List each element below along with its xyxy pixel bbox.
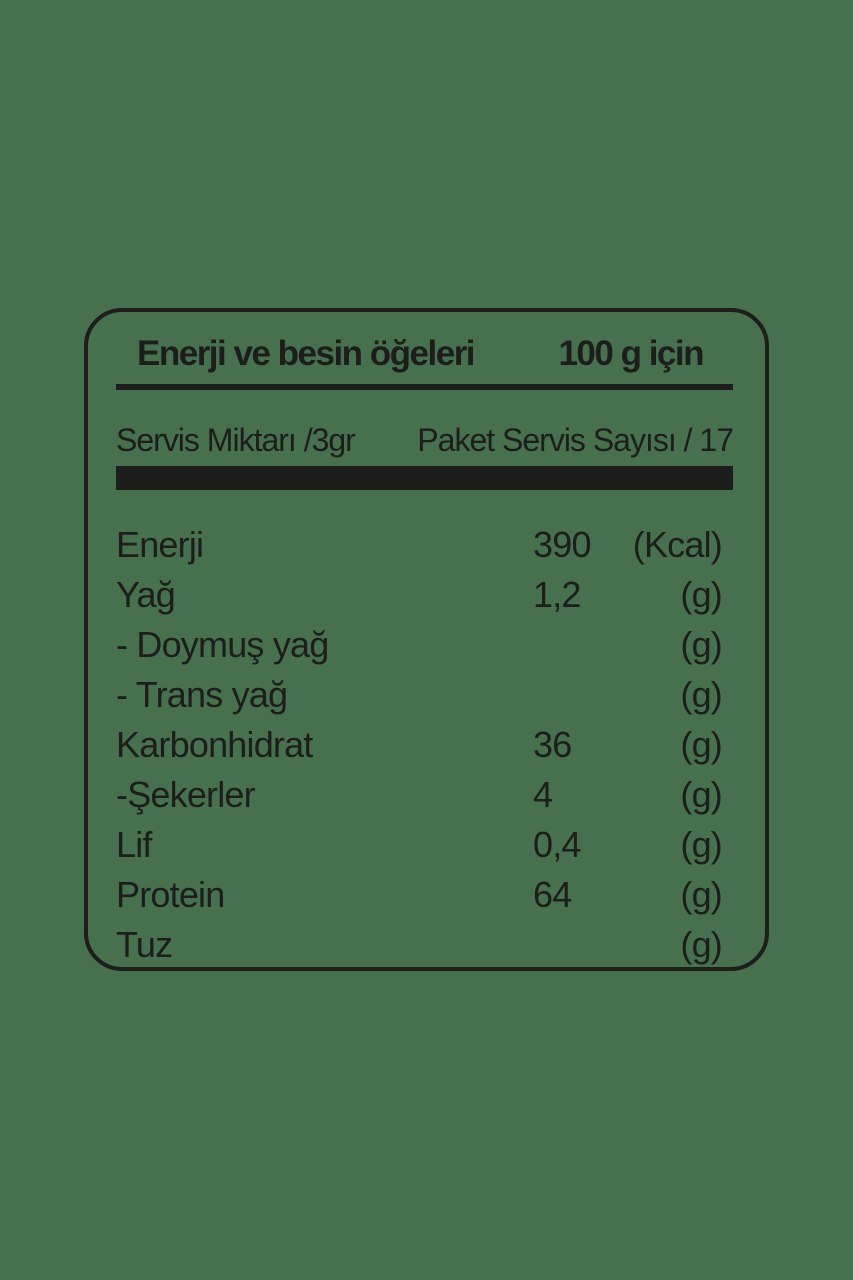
- nutrient-unit: (g): [680, 674, 722, 715]
- nutrient-value: [533, 920, 592, 970]
- table-row: Protein 64 (g): [116, 870, 733, 920]
- nutrient-name: - Trans yağ: [116, 674, 288, 715]
- nutrient-value: 390: [533, 524, 591, 565]
- nutrient-value: 1,2: [533, 574, 581, 615]
- separator-bar: [116, 466, 733, 490]
- label-header: Enerji ve besin öğeleri 100 g için: [137, 332, 704, 376]
- nutrient-value: 4: [533, 774, 553, 815]
- table-row: Yağ 1,2 (g): [116, 570, 733, 620]
- nutrient-name: -Şekerler: [116, 774, 256, 815]
- nutrient-name: Lif: [116, 824, 152, 865]
- table-row: - Trans yağ (g): [116, 670, 733, 720]
- nutrient-unit: (g): [680, 724, 722, 765]
- nutrient-value: 0,4: [533, 824, 581, 865]
- nutrition-label: Enerji ve besin öğeleri 100 g için Servi…: [84, 308, 769, 971]
- nutrient-value: [533, 670, 592, 720]
- nutrient-table: Enerji 390 (Kcal) Yağ 1,2 (g) - Doymuş y…: [116, 520, 733, 970]
- header-title: Enerji ve besin öğeleri: [137, 334, 476, 373]
- nutrient-value: [533, 620, 592, 670]
- nutrient-unit: (g): [680, 624, 722, 665]
- serving-row: Servis Miktarı /3gr Paket Servis Sayısı …: [116, 418, 734, 463]
- serving-size: Servis Miktarı /3gr: [116, 422, 356, 458]
- nutrient-name: Enerji: [116, 524, 204, 565]
- nutrient-name: Tuz: [116, 924, 173, 965]
- nutrient-name: Protein: [116, 874, 225, 915]
- nutrient-unit: (g): [680, 574, 722, 615]
- nutrient-name: Yağ: [116, 574, 176, 615]
- nutrient-unit: (g): [680, 874, 722, 915]
- nutrient-unit: (Kcal): [632, 524, 723, 565]
- table-row: Lif 0,4 (g): [116, 820, 733, 870]
- servings-per-pack: Paket Servis Sayısı / 17: [417, 422, 734, 458]
- header-divider: [116, 384, 733, 390]
- nutrient-name: Karbonhidrat: [116, 724, 313, 765]
- nutrient-value: 64: [533, 874, 572, 915]
- table-row: Karbonhidrat 36 (g): [116, 720, 733, 770]
- nutrient-name: - Doymuş yağ: [116, 624, 329, 665]
- table-row: -Şekerler 4 (g): [116, 770, 733, 820]
- nutrient-unit: (g): [680, 924, 722, 965]
- nutrient-unit: (g): [680, 774, 722, 815]
- header-amount: 100 g için: [558, 334, 704, 373]
- table-row: Tuz (g): [116, 920, 733, 970]
- nutrient-value: 36: [533, 724, 572, 765]
- nutrient-unit: (g): [680, 824, 722, 865]
- table-row: Enerji 390 (Kcal): [116, 520, 733, 570]
- table-row: - Doymuş yağ (g): [116, 620, 733, 670]
